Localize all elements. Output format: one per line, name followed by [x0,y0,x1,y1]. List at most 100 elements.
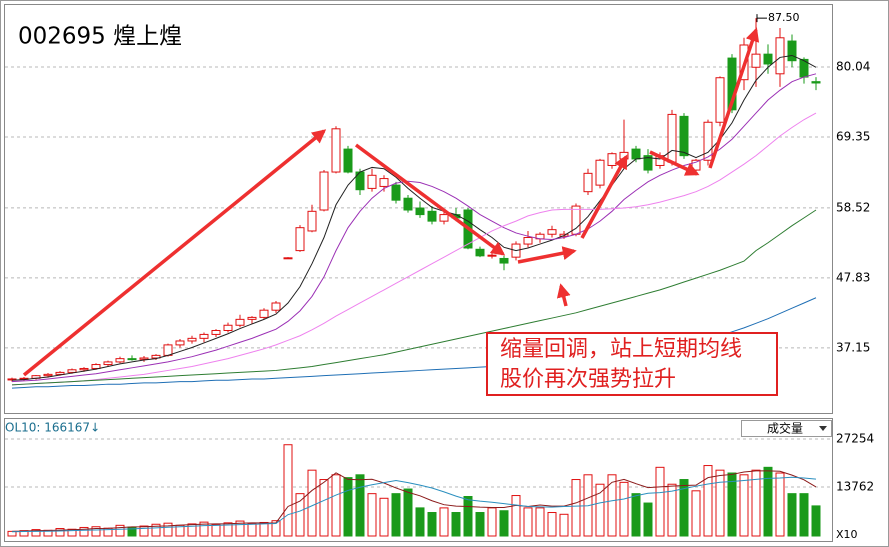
volume-bar [283,444,293,537]
candle-body [679,115,689,157]
candle-body [319,171,329,211]
y-tick-label: 47.83 [836,270,870,284]
candle-body [43,373,53,377]
volume-bar [115,524,125,537]
moving-average-line [11,470,817,532]
candle-body [151,354,161,359]
candle-body [631,148,641,160]
candle-body [523,237,533,245]
high-label: 87.50 [768,11,800,24]
candle-body [415,207,425,216]
candle-body [283,257,293,260]
candle-body [115,358,125,363]
volume-bar [571,479,581,537]
volume-bar [691,490,701,537]
candle-body [307,210,317,232]
candle-body [331,128,341,173]
arrow [649,150,700,176]
volume-bar [775,472,785,537]
volume-bar [295,493,305,537]
candle-body [187,337,197,342]
y-tick-label: 27254 [836,432,874,446]
volume-bar [391,493,401,537]
candle-body [271,302,281,311]
candle-body [139,357,149,360]
arrow [22,129,327,377]
candle-body [727,57,737,111]
volume-bar [811,505,821,537]
volume-bar [799,493,809,537]
candle-body [235,318,245,326]
volume-bar [139,525,149,537]
volume-bar [595,483,605,537]
volume-bar [91,526,101,537]
candle-body [367,174,377,189]
volume-bar [379,497,389,537]
moving-average-line [11,54,817,381]
candle-body [247,316,257,320]
y-tick-label: 37.15 [836,340,870,354]
volume-bar [235,520,245,537]
volume-bar [343,477,353,537]
candle-body [403,197,413,211]
volume-bar [547,512,557,537]
selector-label[interactable]: 成交量 [767,421,803,436]
candle-body [811,81,821,84]
volume-bar [703,465,713,537]
candle-body [475,248,485,257]
volume-bar [535,507,545,537]
candle-body [775,37,785,75]
moving-average-line [11,112,817,386]
annotation-text: 缩量回调，站上短期均线 [500,337,742,362]
candle-body [211,329,221,335]
volume-bar [487,507,497,537]
dropdown-icon[interactable] [819,426,827,431]
candle-body [163,344,173,356]
volume-bar [319,479,329,537]
y-tick-label: 13762 [836,480,874,494]
candle-body [787,40,797,62]
y-tick-label: 80.04 [836,59,870,73]
arrow [517,246,577,264]
candle-body [199,333,209,339]
volume-bar [211,524,221,537]
indicator-selector[interactable] [741,420,832,437]
volume-bar [499,510,509,537]
volume-bar [439,507,449,537]
candle-body [379,178,389,187]
candle-body [55,371,65,375]
volume-bar [403,488,413,537]
volume-bar [355,474,365,537]
volume-bar [751,469,761,537]
candle-body [175,340,185,346]
volume-bar [187,523,197,537]
volume-bar [511,495,521,537]
candle-body [391,184,401,201]
volume-bar [739,474,749,537]
volume-bar [247,523,257,537]
arrows [22,27,760,377]
arrow [354,143,506,256]
arrow [708,27,760,169]
volume-bar [607,474,617,537]
volume-bar [31,529,41,537]
candle-body [487,254,497,257]
volume-bar [463,496,473,537]
candle-body [91,364,101,369]
volume-bar [475,512,485,537]
chart-title: 002695 煌上煌 [18,24,182,50]
y-tick-label: 69.35 [836,129,870,143]
volume-bar [259,521,269,537]
volume-bar [163,522,173,537]
volume-bar [415,507,425,537]
candle-body [439,214,449,222]
candle-body [607,153,617,166]
volume-bar [763,466,773,537]
volume-bar [667,483,677,537]
candle-body [223,324,233,331]
volume-bar [727,472,737,537]
volume-bar [631,493,641,537]
candle-body [595,159,605,186]
volume-bar [643,502,653,537]
